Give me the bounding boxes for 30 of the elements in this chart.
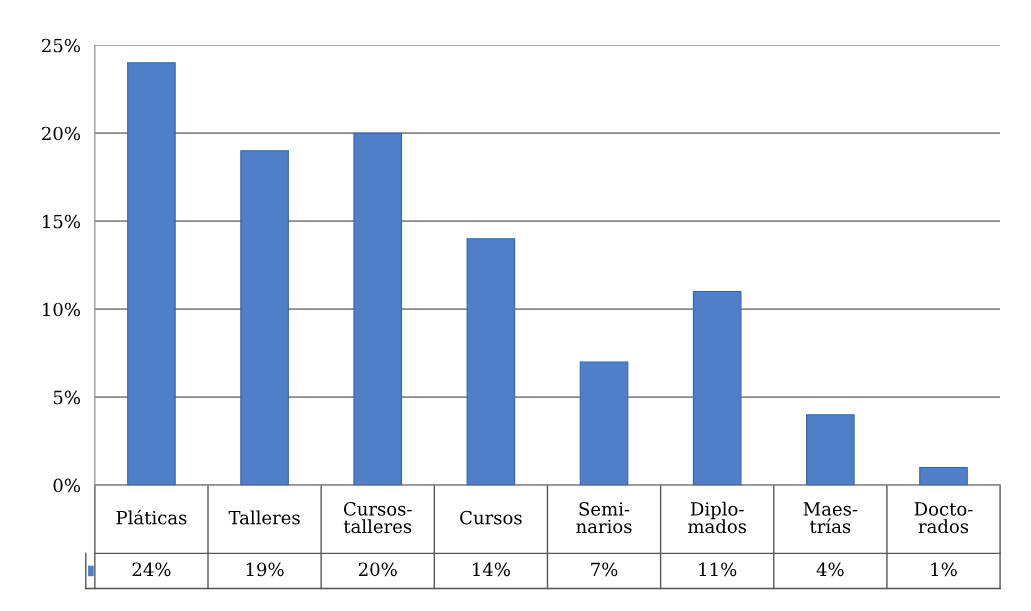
data-label: 11% — [699, 562, 737, 577]
bar — [692, 291, 742, 486]
bar — [240, 150, 289, 486]
data-label: 1% — [931, 562, 957, 577]
x-tick-label: Talleres — [228, 510, 300, 525]
bar — [806, 414, 855, 486]
y-tick-label: 15% — [43, 214, 80, 229]
y-tick-label: 10% — [43, 302, 80, 317]
x-tick-label: Maes- trías — [803, 502, 858, 534]
x-tick-label: Cursos — [460, 510, 522, 525]
x-tick-label: Pláticas — [116, 509, 187, 525]
y-tick-label: 25% — [42, 38, 80, 53]
data-label: 24% — [132, 562, 171, 577]
y-tick-label: 5% — [53, 390, 80, 405]
data-label: 7% — [591, 562, 618, 577]
x-tick-label: Semi- narios — [576, 502, 632, 534]
x-tick-label: Cursos- talleres — [343, 502, 412, 534]
bar — [919, 466, 968, 486]
data-label: 14% — [473, 562, 510, 577]
data-label: 4% — [816, 562, 844, 577]
y-tick-label: 0% — [53, 478, 80, 493]
bar — [466, 238, 516, 486]
x-tick-label: Diplo- mados — [688, 501, 747, 534]
data-label: 20% — [358, 562, 397, 577]
x-tick-label: Docto- rados — [914, 502, 973, 534]
bar — [353, 132, 403, 486]
y-tick-label: 20% — [42, 126, 80, 141]
bar — [579, 361, 629, 486]
data-label: 19% — [246, 562, 284, 577]
bar — [127, 62, 176, 486]
